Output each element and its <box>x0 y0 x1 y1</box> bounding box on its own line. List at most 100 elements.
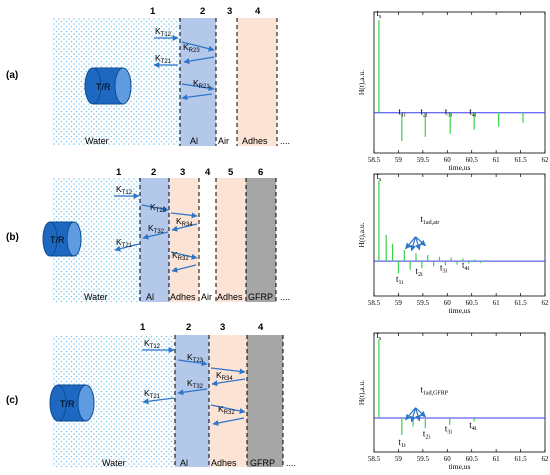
annotation-arrow <box>415 236 426 247</box>
layer-number: 2 <box>186 322 191 333</box>
transducer: T/R <box>49 384 95 422</box>
t-label: t3i <box>445 107 453 119</box>
wave-arrow <box>181 41 215 52</box>
y-axis-label: H(t),a.u. <box>357 222 366 247</box>
x-tick-label: 58.5 <box>368 299 381 307</box>
k-label: KR32 <box>218 404 235 416</box>
annotation-arrow <box>410 236 417 252</box>
annotation-arrow <box>405 236 416 250</box>
x-tick-label: 61 <box>493 156 501 164</box>
x-tick-label: 61 <box>493 455 501 463</box>
k-label: KT21 <box>144 388 161 400</box>
x-tick-label: 58.5 <box>368 156 381 164</box>
al-layer <box>140 178 169 302</box>
adhes-layer <box>216 178 246 302</box>
x-axis-label: time,us <box>449 163 471 172</box>
material-label: Al <box>190 136 198 146</box>
x-tick-label: 61 <box>493 299 501 307</box>
wave-arrow <box>170 212 198 219</box>
x-tick-label: 60 <box>444 299 452 307</box>
wave-arrow <box>210 367 246 375</box>
x-tick-label: 58.5 <box>368 455 381 463</box>
x-tick-label: 60.5 <box>466 156 479 164</box>
plot-frame <box>373 11 546 154</box>
x-tick-label: 60 <box>444 455 452 463</box>
x-tick-label: 61.5 <box>514 455 527 463</box>
panel-a: (a) 1 2 3 4 Water Al Air Adhes .... T/R … <box>6 6 290 146</box>
t-label: t4i <box>462 260 470 272</box>
t-label: t3i <box>445 424 453 436</box>
transducer-label: T/R <box>60 399 75 409</box>
t-label: t4i <box>469 420 477 432</box>
k-label: KR21 <box>193 78 210 90</box>
layer-number: 3 <box>227 6 232 17</box>
chart-a: 58.5 59 59.5 60 60.5 61 61.5 62 time,us H(t),a.u.… <box>357 8 549 172</box>
t-label: t4i <box>469 107 477 119</box>
al-layer <box>180 18 216 146</box>
wave-arrow <box>210 404 246 414</box>
wave-arrow <box>183 56 215 65</box>
x-tick-label: 59.5 <box>417 156 430 164</box>
wave-arrow <box>177 359 208 367</box>
x-tick-label: 62 <box>542 156 550 164</box>
k-label: KR32 <box>172 250 189 262</box>
gfrp-layer <box>246 178 276 302</box>
material-label: Al <box>146 292 154 302</box>
x-tick-label: 59 <box>395 299 403 307</box>
layer-number: 1 <box>150 6 156 17</box>
k-label: KR23 <box>183 42 200 54</box>
material-label: Adhes <box>211 458 237 468</box>
t-label: t1i <box>398 437 406 449</box>
layer-number: 6 <box>258 167 263 178</box>
material-label: Al <box>180 458 188 468</box>
k-label: KR34 <box>176 216 193 228</box>
air-layer <box>199 178 216 302</box>
gfrp-layer <box>247 335 283 467</box>
wave-arrow <box>114 243 140 252</box>
layer-number: 3 <box>220 322 225 333</box>
material-label: Adhes <box>242 136 268 146</box>
k-label: KT32 <box>187 378 204 390</box>
wave-arrow <box>171 223 198 232</box>
x-tick-label: 60 <box>444 156 452 164</box>
annotation-arrow <box>414 236 421 251</box>
panel-label: (c) <box>6 395 18 406</box>
x-axis-label: time,us <box>449 306 471 315</box>
adhes-layer <box>169 178 199 302</box>
k-label: KT12 <box>116 184 133 196</box>
k-label: KT12 <box>144 338 161 350</box>
layer-number: 3 <box>180 167 185 178</box>
wave-arrow <box>181 93 213 101</box>
x-tick-label: 61.5 <box>514 299 527 307</box>
annotation-arrow <box>405 407 416 421</box>
x-tick-label: 59 <box>395 455 403 463</box>
material-label: .... <box>280 292 290 302</box>
wave-arrow <box>170 251 198 260</box>
t-label: ts <box>376 8 382 20</box>
x-tick-label: 62 <box>542 299 550 307</box>
y-axis-label: H(t),a.u. <box>357 70 366 95</box>
material-label: Adhes <box>170 292 196 302</box>
wave-arrow <box>181 83 215 92</box>
t-label: ts <box>376 171 382 183</box>
k-label: KT32 <box>148 223 165 235</box>
chart-c: 58.5 59 59.5 60 60.5 61 61.5 62 time,us H(t),a.u.… <box>357 330 549 471</box>
wave-arrow <box>141 204 169 212</box>
t-label: t1ad,GFRP <box>420 385 448 397</box>
annotation-arrow <box>414 407 421 422</box>
t-label: t2i <box>420 107 428 119</box>
chart-b: 58.5 59 59.5 60 60.5 61 61.5 62 time,us H(t),a.u.… <box>357 171 549 315</box>
panel-c: (c) 1 2 3 4 Water Al Adhes GFRP .... T/R <box>6 322 296 468</box>
annotation-arrow <box>415 407 426 418</box>
layer-number: 2 <box>151 167 156 178</box>
t-label: t1i <box>398 107 406 119</box>
wave-arrow <box>211 378 246 387</box>
annotation-arrow <box>410 407 417 423</box>
x-tick-label: 60.5 <box>466 455 479 463</box>
x-axis-label: time,us <box>449 462 471 471</box>
layer-number: 4 <box>255 6 261 17</box>
air-layer <box>216 18 237 146</box>
material-label: Adhes <box>217 292 243 302</box>
plot-frame <box>373 173 546 297</box>
material-label: Water <box>102 458 126 468</box>
